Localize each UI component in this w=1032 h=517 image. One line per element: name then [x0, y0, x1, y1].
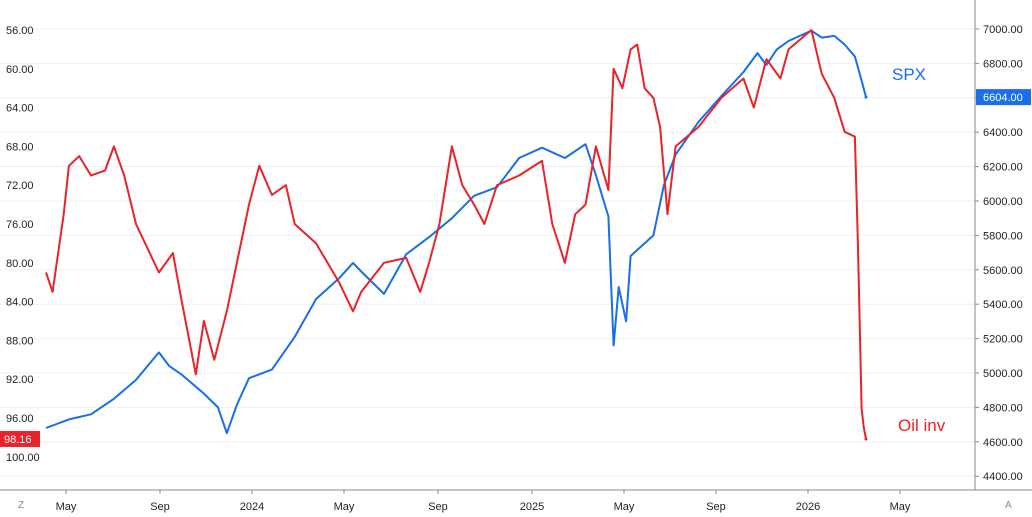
- right-tick-label: 6400.00: [983, 127, 1023, 139]
- x-tick-label: 2024: [240, 501, 264, 513]
- right-tick-label: 6800.00: [983, 58, 1023, 70]
- series-name-label: Oil inv: [898, 416, 946, 435]
- spx-value-badge-text: 6604.00: [983, 92, 1023, 104]
- left-tick-label: 72.00: [6, 180, 34, 192]
- plot-frame: [0, 0, 1032, 491]
- spx-value-badge: [976, 89, 1031, 106]
- left-tick-label: 64.00: [6, 103, 34, 115]
- right-tick-label: 5600.00: [983, 265, 1023, 277]
- series-lines: [45, 29, 868, 441]
- right-axis-ticks: 7000.006800.006600.006400.006200.006000.…: [975, 24, 1023, 483]
- grid: [0, 28, 975, 477]
- left-tick-label: 60.00: [6, 64, 34, 76]
- right-tick-label: 5800.00: [983, 230, 1023, 242]
- right-tick-label: 7000.00: [983, 24, 1023, 36]
- oil-value-badge: [0, 430, 40, 447]
- x-tick-label: Sep: [428, 501, 448, 513]
- series-end-point: [864, 95, 868, 99]
- x-tick-label: May: [56, 501, 77, 513]
- left-tick-label: 68.00: [6, 141, 34, 153]
- series-end-point: [864, 437, 868, 441]
- left-tick-label: 84.00: [6, 297, 34, 309]
- zoom-control-icon[interactable]: Z: [18, 500, 24, 511]
- x-axis-ticks: May Sep 2024 May Sep 2025 May Sep 2026 May: [56, 490, 911, 513]
- left-tick-label: 80.00: [6, 258, 34, 270]
- x-tick-label: May: [890, 501, 911, 513]
- value-badges: 6604.00 98.16: [0, 89, 1031, 447]
- right-tick-label: 6000.00: [983, 196, 1023, 208]
- left-tick-label: 56.00: [6, 25, 34, 37]
- left-tick-label: 96.00: [6, 413, 34, 425]
- axis-corner-controls: Z A: [18, 500, 1012, 511]
- left-tick-label: 88.00: [6, 335, 34, 347]
- right-tick-label: 5400.00: [983, 299, 1023, 311]
- right-tick-label: 6200.00: [983, 162, 1023, 174]
- series-name-label: SPX: [892, 65, 926, 84]
- x-tick-label: May: [614, 501, 635, 513]
- right-tick-label: 4400.00: [983, 471, 1023, 483]
- right-tick-label: 4800.00: [983, 402, 1023, 414]
- right-tick-label: 5200.00: [983, 334, 1023, 346]
- x-tick-label: Sep: [706, 501, 726, 513]
- series-line-spx: [45, 29, 867, 435]
- left-axis-ticks: 56.00 60.00 64.00 68.00 72.00 76.00 80.00 84.00…: [6, 25, 40, 464]
- x-tick-label: Sep: [150, 501, 170, 513]
- x-tick-label: 2026: [796, 501, 820, 513]
- oil-value-badge-text: 98.16: [4, 434, 32, 446]
- series-labels: SPX Oil inv: [892, 65, 946, 435]
- left-tick-label: 76.00: [6, 219, 34, 231]
- auto-scale-icon[interactable]: A: [1005, 500, 1012, 511]
- right-tick-label: 4600.00: [983, 437, 1023, 449]
- series-line-oil-inv: [45, 29, 867, 440]
- x-tick-label: 2025: [520, 501, 544, 513]
- left-tick-label: 100.00: [6, 452, 40, 464]
- x-tick-label: May: [334, 501, 355, 513]
- right-tick-label: 5000.00: [983, 368, 1023, 380]
- left-tick-label: 92.00: [6, 374, 34, 386]
